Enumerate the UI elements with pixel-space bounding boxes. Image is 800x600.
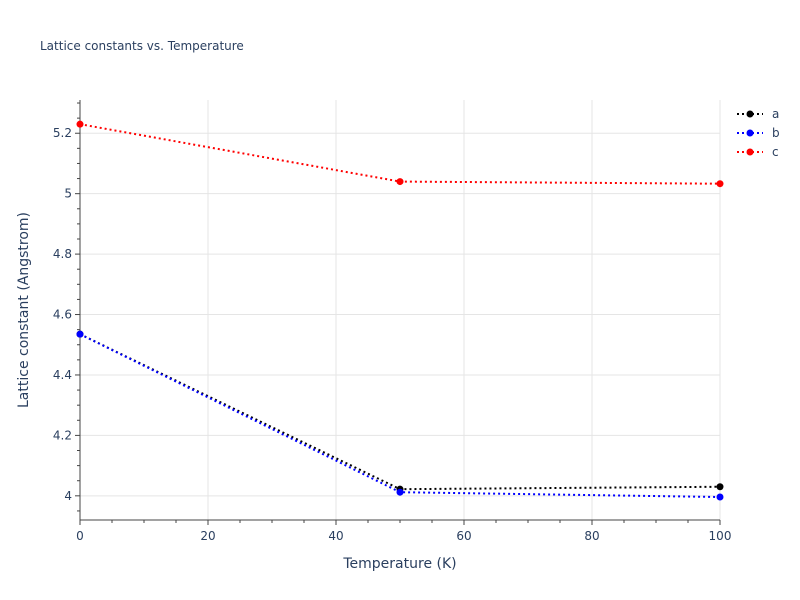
data-point-c[interactable] <box>716 180 724 188</box>
legend-label: b <box>772 126 780 140</box>
series-line-a <box>79 333 721 491</box>
y-tick-label: 5.2 <box>53 126 72 140</box>
legend-swatch-marker <box>746 110 754 118</box>
tick-labels: 0 20 40 60 80 100 4 4.2 4.4 4.6 4.8 5 5.2 <box>53 126 732 543</box>
legend-swatch-marker <box>746 129 754 137</box>
legend-item-c[interactable]: c <box>737 145 779 159</box>
series-line-b <box>79 333 721 499</box>
y-tick-label: 4.4 <box>53 368 72 382</box>
y-tick-label: 4 <box>64 489 72 503</box>
y-axis-title: Lattice constant (Angstrom) <box>16 212 32 408</box>
series-layer <box>76 120 724 501</box>
x-tick-label: 60 <box>456 529 471 543</box>
legend-label: c <box>772 145 779 159</box>
axes <box>75 100 721 525</box>
y-tick-label: 4.8 <box>53 247 72 261</box>
grid <box>80 100 721 520</box>
data-point-a[interactable] <box>716 483 724 491</box>
data-point-b[interactable] <box>716 493 724 501</box>
data-point-b[interactable] <box>396 488 404 496</box>
legend-item-b[interactable]: b <box>737 126 780 140</box>
x-tick-label: 40 <box>328 529 343 543</box>
y-tick-label: 4.6 <box>53 308 72 322</box>
legend[interactable]: abc <box>737 107 780 159</box>
data-point-c[interactable] <box>76 120 84 128</box>
legend-label: a <box>772 107 779 121</box>
y-tick-label: 5 <box>64 187 72 201</box>
x-axis-title: Temperature (K) <box>342 556 456 572</box>
chart-title: Lattice constants vs. Temperature <box>40 39 244 53</box>
x-tick-label: 0 <box>76 529 84 543</box>
y-tick-label: 4.2 <box>53 428 72 442</box>
data-point-b[interactable] <box>76 330 84 338</box>
legend-item-a[interactable]: a <box>737 107 779 121</box>
x-tick-label: 100 <box>709 529 732 543</box>
data-point-c[interactable] <box>396 178 404 186</box>
x-tick-label: 20 <box>200 529 215 543</box>
x-tick-label: 80 <box>584 529 599 543</box>
legend-swatch-marker <box>746 148 754 156</box>
